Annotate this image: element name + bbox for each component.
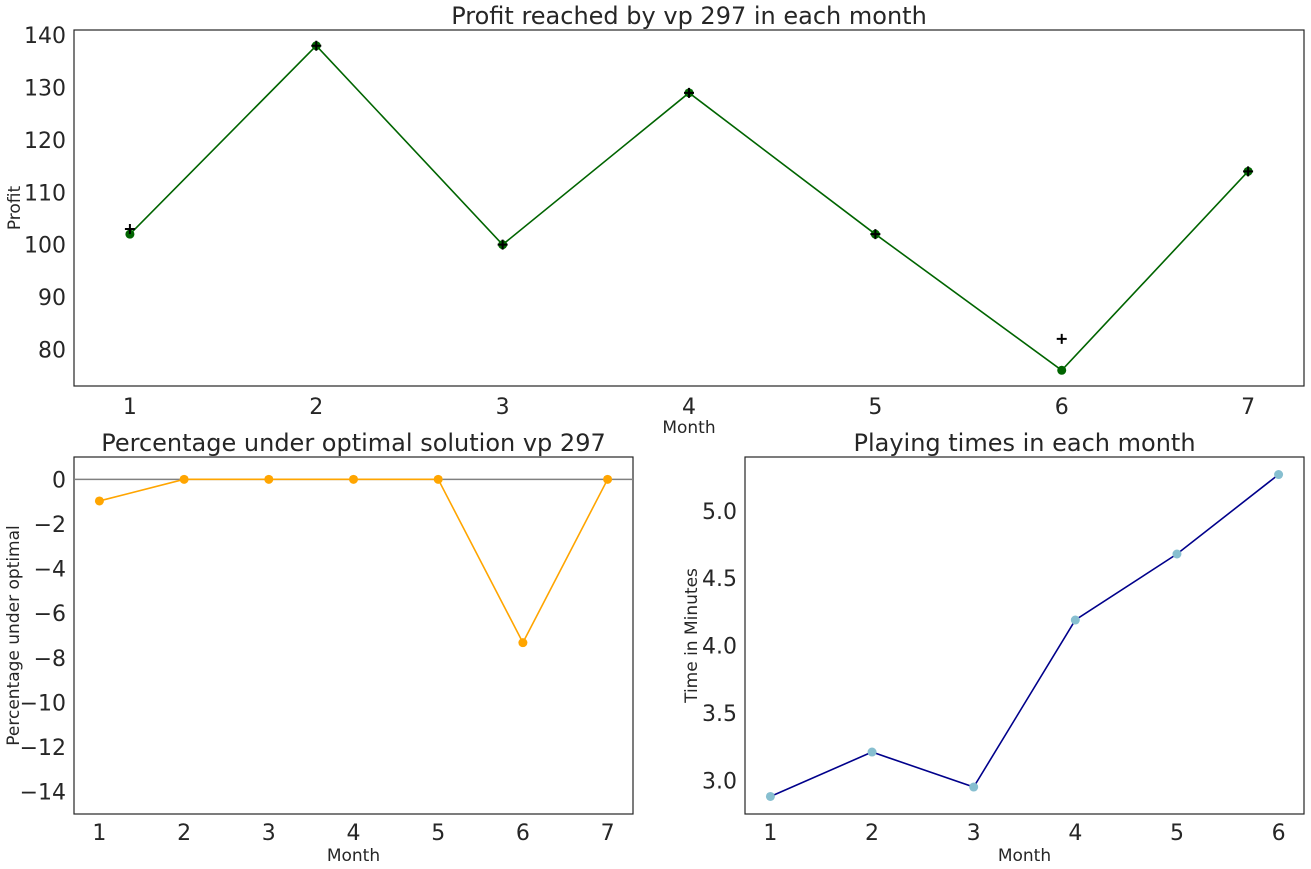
- y-tick-label: 140: [24, 24, 66, 49]
- plot-frame: [73, 29, 1305, 387]
- data-point: [518, 638, 528, 648]
- series-line: [99, 478, 609, 645]
- x-tick-label: 1: [123, 395, 137, 420]
- y-tick-label: −10: [20, 691, 66, 716]
- plot-frame: [744, 456, 1305, 815]
- plus-marker: [1243, 166, 1254, 177]
- data-point: [1172, 549, 1182, 559]
- y-tick-label: −14: [20, 781, 66, 806]
- chart-title: Playing times in each month: [853, 429, 1195, 457]
- data-point: [1057, 365, 1067, 375]
- y-tick-label: 0: [52, 468, 66, 493]
- plus-marker: [870, 229, 881, 240]
- data-point: [349, 474, 358, 484]
- data-point: [125, 229, 135, 239]
- y-tick-label: −4: [34, 558, 66, 583]
- y-tick-label: 3.0: [702, 769, 737, 794]
- data-point: [179, 474, 189, 484]
- chart-title: Profit reached by vp 297 in each month: [451, 2, 927, 30]
- x-tick-label: 6: [1272, 821, 1286, 846]
- x-tick-label: 5: [431, 821, 445, 846]
- x-tick-label: 3: [262, 821, 276, 846]
- series-line: [770, 473, 1280, 798]
- y-tick-label: 5.0: [702, 500, 737, 525]
- x-tick-label: 3: [967, 821, 981, 846]
- x-tick-label: 3: [496, 395, 510, 420]
- y-tick-label: 4.0: [702, 635, 737, 660]
- y-tick-label: 130: [24, 77, 66, 102]
- x-tick-label: 6: [1055, 395, 1069, 420]
- data-point: [1274, 470, 1284, 480]
- y-axis-label: Profit: [5, 185, 25, 230]
- y-tick-label: 100: [24, 234, 66, 259]
- x-tick-label: 6: [516, 821, 530, 846]
- x-tick-label: 2: [309, 395, 323, 420]
- data-point: [1070, 615, 1080, 625]
- y-tick-label: −6: [34, 602, 66, 627]
- y-tick-label: −8: [34, 647, 66, 672]
- x-tick-label: 2: [865, 821, 879, 846]
- x-tick-label: 7: [1241, 395, 1255, 420]
- x-tick-label: 1: [92, 821, 106, 846]
- x-axis-label: Month: [662, 418, 715, 438]
- y-tick-label: −2: [34, 513, 66, 538]
- x-tick-label: 4: [682, 395, 696, 420]
- data-point: [765, 791, 775, 801]
- plot-frame: [73, 456, 634, 815]
- x-tick-label: 1: [763, 821, 777, 846]
- y-tick-label: 3.5: [702, 702, 737, 727]
- x-tick-label: 7: [601, 821, 615, 846]
- y-tick-label: 90: [38, 286, 66, 311]
- data-point: [94, 496, 104, 506]
- y-tick-label: −12: [20, 736, 66, 761]
- plus-marker: [124, 223, 135, 234]
- plus-marker: [684, 87, 694, 98]
- data-point: [264, 474, 274, 484]
- plus-marker: [311, 40, 322, 51]
- x-tick-label: 5: [868, 395, 882, 420]
- y-tick-label: 110: [24, 181, 66, 206]
- plus-marker: [1056, 333, 1067, 344]
- chart-title: Percentage under optimal solution vp 297: [101, 429, 605, 457]
- y-tick-label: 120: [24, 129, 66, 154]
- y-tick-label: 4.5: [702, 567, 737, 592]
- data-point: [867, 747, 877, 757]
- data-point: [433, 474, 443, 484]
- data-point: [969, 782, 979, 792]
- plus-marker: [497, 239, 508, 250]
- y-tick-label: 80: [38, 338, 66, 363]
- y-axis-label: Time in Minutes: [682, 568, 702, 704]
- x-tick-label: 4: [1068, 821, 1082, 846]
- data-point: [603, 474, 613, 484]
- x-tick-label: 5: [1170, 821, 1184, 846]
- x-axis-label: Month: [327, 846, 380, 866]
- x-tick-label: 2: [177, 821, 191, 846]
- x-axis-label: Month: [998, 846, 1051, 866]
- y-axis-label: Percentage under optimal: [4, 525, 24, 746]
- x-tick-label: 4: [347, 821, 361, 846]
